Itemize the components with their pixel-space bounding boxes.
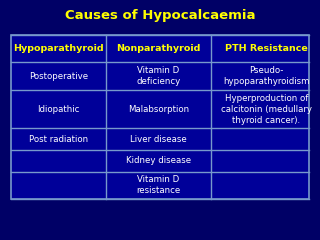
Text: Idiopathic: Idiopathic bbox=[37, 105, 80, 114]
Text: Post radiation: Post radiation bbox=[29, 135, 88, 144]
Text: Pseudo-
hypoparathyroidism: Pseudo- hypoparathyroidism bbox=[223, 66, 310, 86]
Text: Vitamin D
resistance: Vitamin D resistance bbox=[136, 175, 180, 195]
Bar bbox=[11, 35, 309, 199]
Text: Hypoparathyroid: Hypoparathyroid bbox=[13, 44, 104, 53]
Text: Kidney disease: Kidney disease bbox=[126, 156, 191, 165]
Text: Vitamin D
deficiency: Vitamin D deficiency bbox=[136, 66, 180, 86]
Text: Postoperative: Postoperative bbox=[29, 72, 88, 81]
Text: Nonparathyroid: Nonparathyroid bbox=[116, 44, 201, 53]
Bar bbox=[11, 35, 309, 199]
Text: Causes of Hypocalcaemia: Causes of Hypocalcaemia bbox=[65, 9, 255, 22]
Text: Hyperproduction of
calcitonin (medullary
thyroid cancer).: Hyperproduction of calcitonin (medullary… bbox=[221, 94, 312, 125]
Text: Liver disease: Liver disease bbox=[130, 135, 187, 144]
Text: PTH Resistance: PTH Resistance bbox=[225, 44, 308, 53]
Text: Malabsorption: Malabsorption bbox=[128, 105, 189, 114]
